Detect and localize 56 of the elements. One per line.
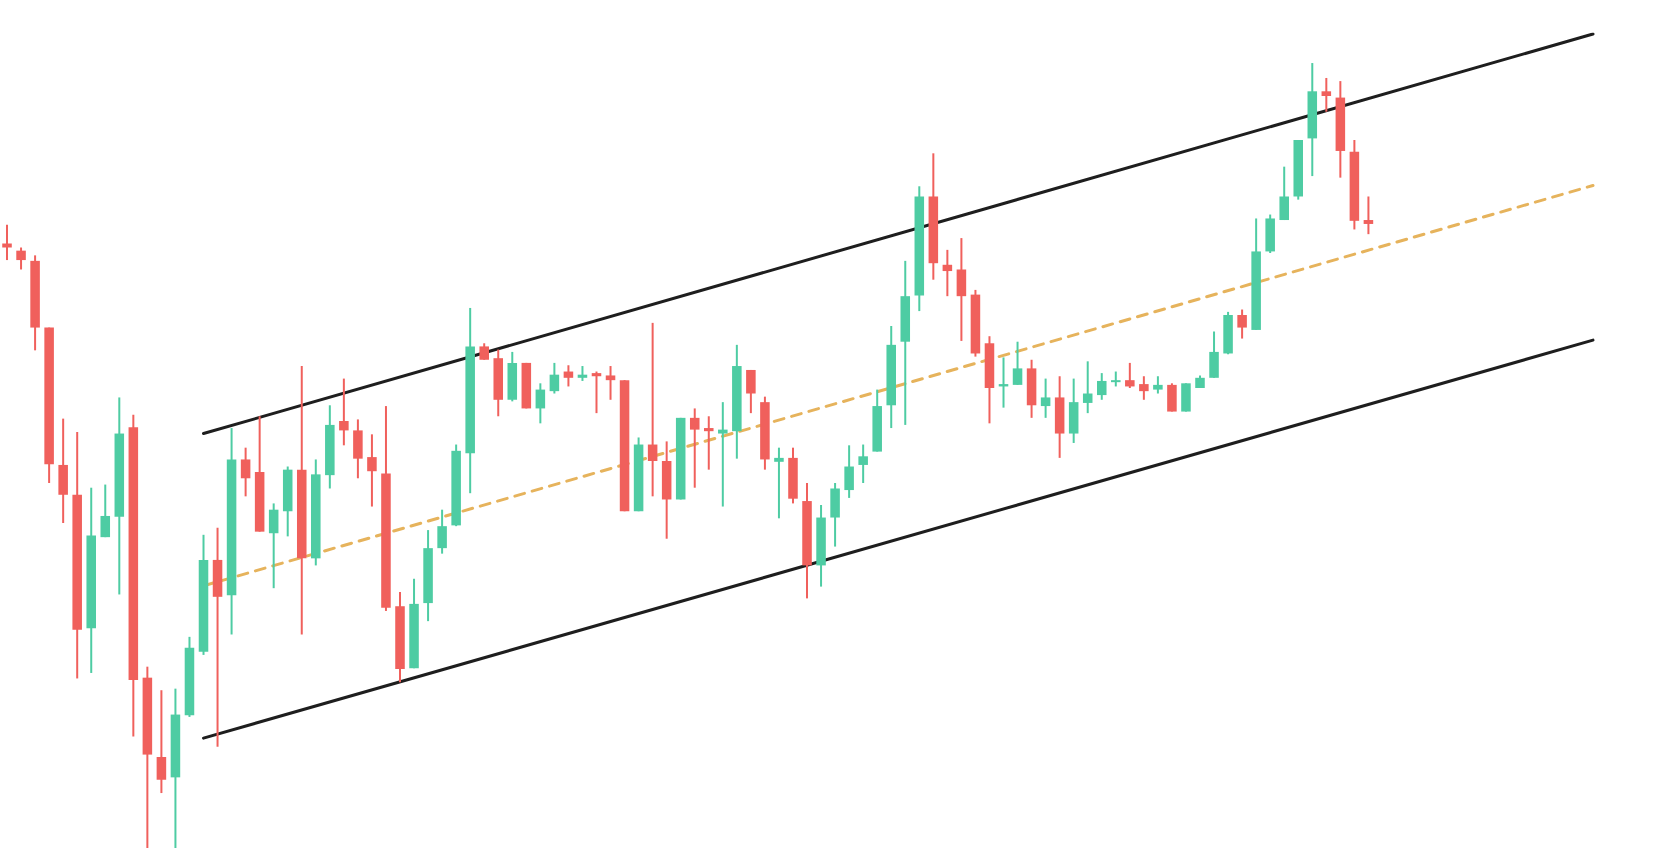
candlestick [563, 364, 574, 388]
candlestick [1012, 340, 1023, 386]
candlestick [788, 446, 798, 505]
candlestick [1125, 361, 1135, 390]
candlestick [282, 465, 293, 538]
candlestick [1068, 377, 1079, 444]
candlestick [844, 444, 854, 499]
candlestick [1209, 330, 1219, 379]
candlestick [156, 689, 167, 795]
candlestick [591, 370, 602, 415]
candlestick [718, 401, 728, 508]
candlestick [661, 440, 672, 540]
candlestick [1026, 358, 1037, 419]
candlestick [704, 415, 714, 471]
candlestick [858, 443, 868, 484]
candlestick [605, 365, 616, 401]
candlestick [1321, 76, 1332, 113]
candlestick [1279, 165, 1289, 222]
candlestick [353, 418, 363, 480]
candlestick [493, 348, 504, 418]
candlestick [1167, 382, 1177, 413]
candlestick [507, 350, 518, 403]
candlestick [16, 246, 26, 271]
candlestick [1237, 308, 1247, 340]
candlestick [956, 237, 967, 342]
candlestick [339, 377, 349, 447]
candlestick [367, 433, 377, 508]
candlestick [1040, 377, 1051, 419]
candlestick [942, 248, 953, 298]
candlestick [830, 482, 840, 548]
candlestick [900, 259, 911, 426]
candlestick [1181, 382, 1191, 413]
candlestick [1307, 62, 1318, 178]
candlestick [212, 526, 223, 748]
candlestick [1054, 375, 1065, 459]
candlestick [2, 223, 12, 262]
candlestick [268, 502, 279, 590]
candlestick [816, 503, 826, 588]
candlestick [774, 446, 784, 520]
candlestick [1363, 195, 1374, 236]
candlestick [1265, 213, 1275, 254]
candlestick [1223, 310, 1233, 356]
candlestick [746, 368, 756, 415]
candlestick [872, 388, 882, 453]
candlestick [689, 407, 700, 489]
candlestick [647, 321, 658, 498]
candlestick [1082, 360, 1093, 415]
candlestick [240, 446, 251, 498]
candlestick [984, 335, 995, 425]
candlestick [1139, 375, 1149, 401]
candlestick [549, 361, 560, 395]
candlestick [535, 382, 546, 425]
candlestick [100, 483, 111, 539]
candlestick [58, 417, 68, 525]
candlestick [437, 508, 447, 555]
candlestick [1096, 372, 1107, 401]
